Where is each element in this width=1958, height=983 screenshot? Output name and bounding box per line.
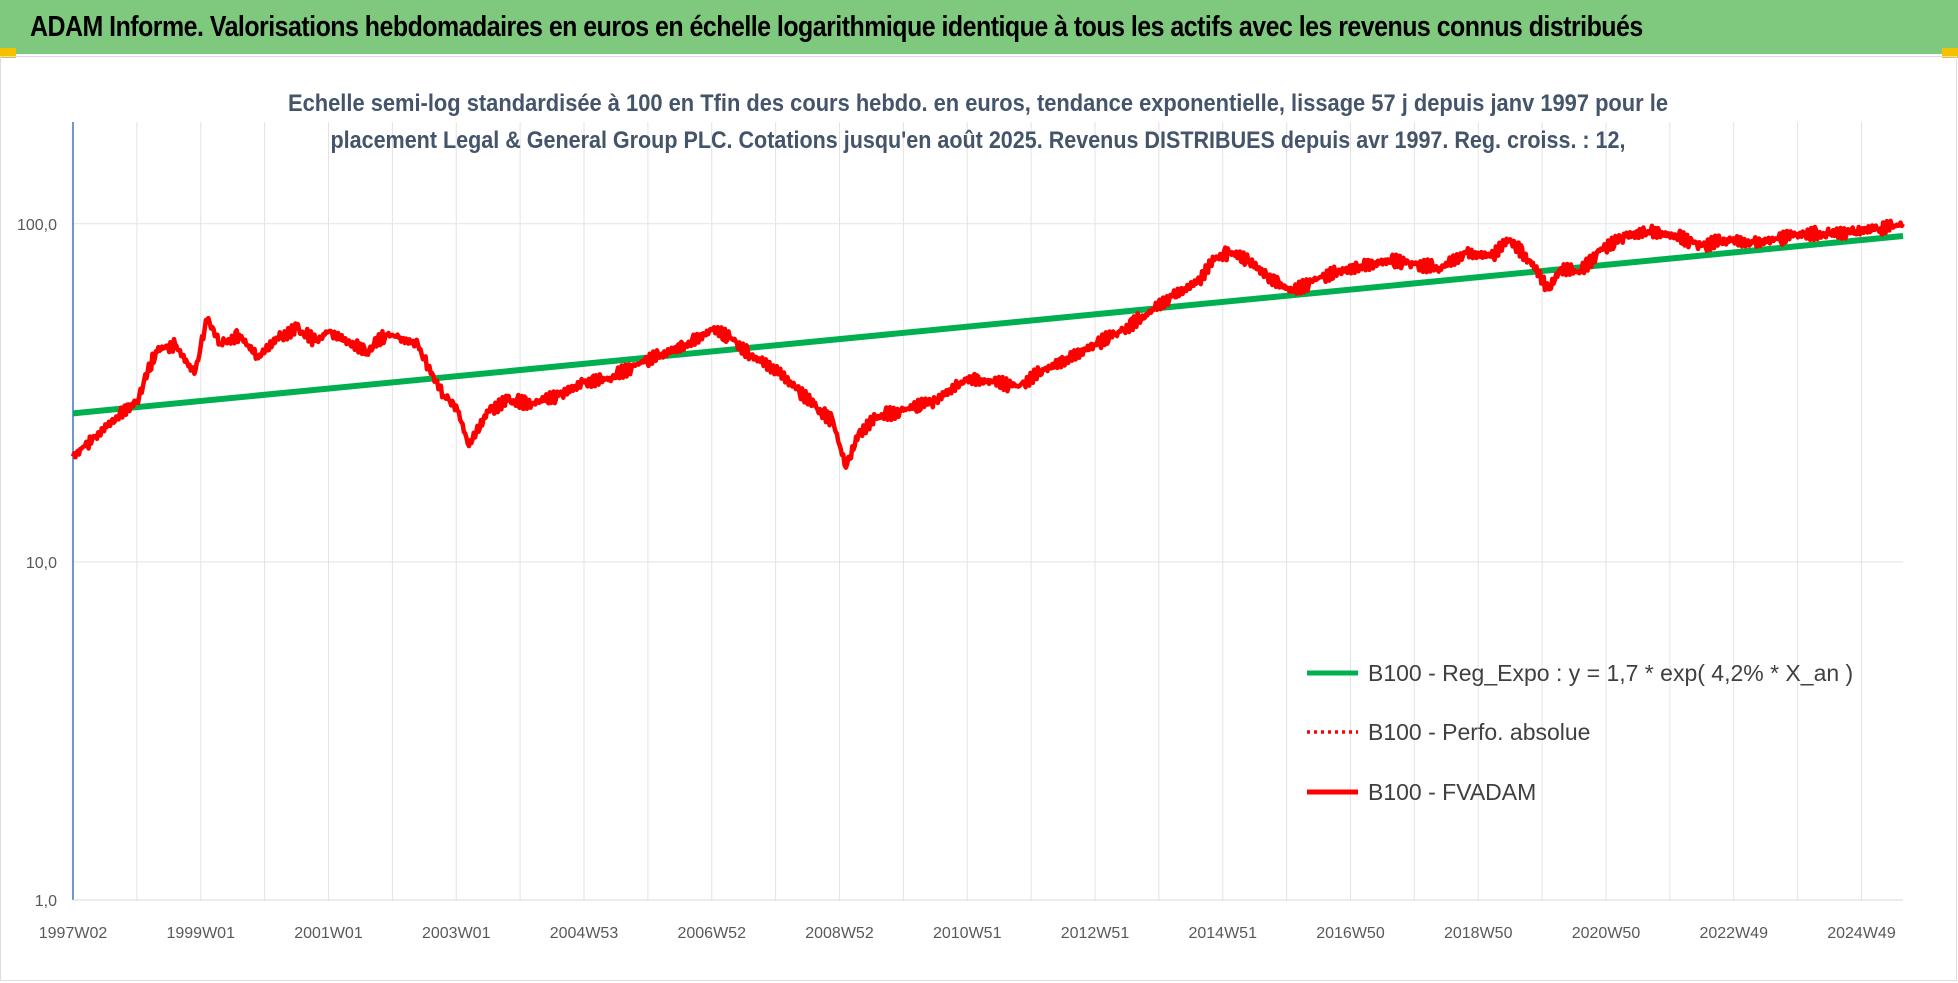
chart-frame xyxy=(0,56,1957,981)
grid-layer xyxy=(73,122,1903,901)
x-tick-label: 2012W51 xyxy=(1061,925,1130,942)
x-tick-label: 1997W02 xyxy=(39,925,108,942)
corner-mark-top-right xyxy=(1942,48,1958,58)
x-tick-label: 2018W50 xyxy=(1444,925,1513,942)
x-tick-label: 2016W50 xyxy=(1316,925,1385,942)
legend-label-fvadam: B100 - FVADAM xyxy=(1368,779,1536,805)
x-tick-label: 2024W49 xyxy=(1827,925,1896,942)
y-tick-label: 100,0 xyxy=(17,217,57,234)
chart-subtitle-line-1: Echelle semi-log standardisée à 100 en T… xyxy=(288,90,1668,117)
x-tick-label: 2010W51 xyxy=(933,925,1002,942)
header-bar: ADAM Informe. Valorisations hebdomadaire… xyxy=(0,0,1958,54)
x-tick-label: 2003W01 xyxy=(422,925,491,942)
legend: B100 - Reg_Expo : y = 1,7 * exp( 4,2% * … xyxy=(1307,660,1853,805)
x-tick-label: 2008W52 xyxy=(805,925,874,942)
x-tick-label: 2020W50 xyxy=(1572,925,1641,942)
page-title: ADAM Informe. Valorisations hebdomadaire… xyxy=(30,10,1643,43)
y-tick-label: 1,0 xyxy=(35,893,57,910)
x-tick-label: 2006W52 xyxy=(677,925,746,942)
corner-mark-top-left xyxy=(0,48,16,58)
chart-subtitle-line-2: placement Legal & General Group PLC. Cot… xyxy=(331,127,1626,154)
y-tick-label: 10,0 xyxy=(26,555,57,572)
series-line-fvadam xyxy=(70,218,1905,470)
y-tick-labels: 1,0 10,0 100,0 xyxy=(17,217,57,910)
legend-label-perf: B100 - Perfo. absolue xyxy=(1368,719,1590,745)
x-tick-label: 2004W53 xyxy=(550,925,619,942)
legend-label-trend: B100 - Reg_Expo : y = 1,7 * exp( 4,2% * … xyxy=(1368,660,1853,686)
series-line-trend xyxy=(72,233,1904,417)
x-tick-label: 2001W01 xyxy=(294,925,363,942)
x-tick-labels: 1997W02 1999W01 2001W01 2003W01 2004W53 2006W… xyxy=(39,925,1896,942)
x-tick-label: 2022W49 xyxy=(1699,925,1768,942)
series-layer xyxy=(70,218,1905,470)
x-tick-label: 1999W01 xyxy=(166,925,235,942)
x-tick-label: 2014W51 xyxy=(1188,925,1257,942)
